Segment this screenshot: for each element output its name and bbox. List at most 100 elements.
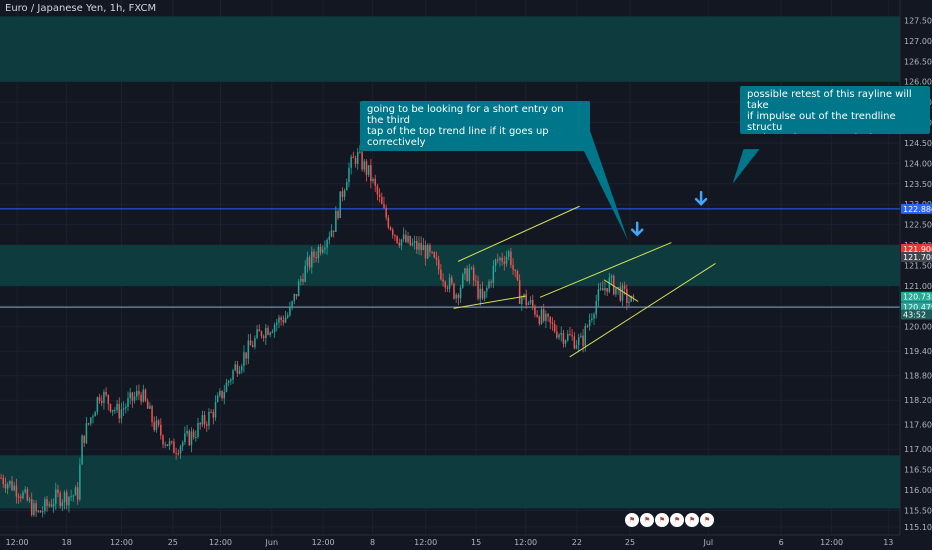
candle-body xyxy=(337,210,339,218)
candle-body xyxy=(490,281,492,283)
candle-body xyxy=(435,257,438,260)
candle-body xyxy=(9,480,11,484)
candle-body xyxy=(521,297,523,304)
candle-body xyxy=(604,288,606,291)
candle-body xyxy=(13,485,15,491)
price-tick-label: 119.400 xyxy=(904,347,932,356)
candle-body xyxy=(41,511,44,513)
candle-body xyxy=(302,278,304,282)
event-marker-5[interactable]: ⚑ xyxy=(685,513,699,527)
price-tag-label-6: 43:52 xyxy=(903,310,926,319)
price-tag-2 xyxy=(901,243,932,254)
candle-body xyxy=(630,295,632,302)
candle-body xyxy=(177,453,180,455)
candle-body xyxy=(28,499,31,501)
candle-body xyxy=(50,504,53,507)
candle-body xyxy=(83,435,86,443)
candle-body xyxy=(529,300,532,304)
candle-body xyxy=(575,345,578,349)
time-axis xyxy=(0,535,932,550)
symbol-title[interactable]: Euro / Japanese Yen, 1h, FXCM xyxy=(5,3,157,14)
candle-body xyxy=(376,185,379,195)
event-marker-1[interactable]: ⚑ xyxy=(625,513,639,527)
time-tick-label: 12:00 xyxy=(110,538,133,547)
annotation-callout-short-entry[interactable]: going to be looking for a short entry on… xyxy=(360,101,590,151)
price-tick-label: 117.600 xyxy=(904,421,932,430)
price-tick-label: 116.500 xyxy=(904,466,932,475)
candle-body xyxy=(418,242,420,250)
candle-body xyxy=(632,295,635,297)
candle-body xyxy=(157,420,160,425)
candle-body xyxy=(262,336,265,339)
candle-body xyxy=(398,242,401,246)
time-tick-label: 12:00 xyxy=(414,538,437,547)
down-arrow-2 xyxy=(694,190,708,206)
candle-body xyxy=(431,251,433,253)
candle-body xyxy=(304,265,306,282)
candle-body xyxy=(70,496,72,498)
candle-body xyxy=(15,485,18,497)
candle-body xyxy=(173,441,175,454)
candle-body xyxy=(332,230,335,233)
candle-body xyxy=(267,327,269,335)
candle-body xyxy=(538,316,541,324)
candle-body xyxy=(311,251,313,268)
candle-body xyxy=(374,178,376,186)
candle-body xyxy=(466,268,468,282)
candle-body xyxy=(181,442,184,447)
candle-body xyxy=(265,327,267,339)
candle-body xyxy=(547,313,549,317)
candle-body xyxy=(30,499,33,515)
candle-body xyxy=(514,269,517,271)
event-markers: ⚑ ⚑ ⚑ ⚑ ⚑ ⚑ xyxy=(625,513,714,527)
candle-body xyxy=(383,204,385,208)
candle-body xyxy=(501,257,503,262)
event-marker-4[interactable]: ⚑ xyxy=(670,513,684,527)
candle-body xyxy=(61,502,64,507)
candle-body xyxy=(440,269,442,280)
candle-body xyxy=(105,392,107,395)
candle-body xyxy=(138,390,140,395)
candle-body xyxy=(236,364,239,374)
annotation-callout-rayline-retest[interactable]: possible retest of this rayline will tak… xyxy=(740,86,930,134)
callout-pointer-2 xyxy=(732,149,760,184)
candle-body xyxy=(359,151,361,153)
candle-body xyxy=(619,286,622,301)
candle-body xyxy=(63,492,66,503)
candle-body xyxy=(230,379,232,382)
candle-body xyxy=(335,210,337,233)
candle-body xyxy=(483,291,486,299)
price-tag-4 xyxy=(901,291,932,302)
candle-body xyxy=(160,424,162,436)
trendline-4 xyxy=(569,262,716,358)
candle-body xyxy=(125,407,127,409)
candle-body xyxy=(289,306,291,316)
candle-body xyxy=(499,257,501,261)
candle-body xyxy=(584,325,587,346)
candle-body xyxy=(510,251,512,266)
candle-body xyxy=(2,478,5,485)
candle-body xyxy=(582,335,584,346)
price-tick-label: 115.100 xyxy=(904,523,932,532)
time-tick-label: Jun xyxy=(265,538,279,547)
candle-body xyxy=(494,259,497,266)
event-marker-6[interactable]: ⚑ xyxy=(700,513,714,527)
candle-body xyxy=(46,499,48,506)
candle-body xyxy=(199,423,201,425)
candle-body xyxy=(391,229,394,236)
candle-body xyxy=(545,313,547,321)
event-marker-2[interactable]: ⚑ xyxy=(640,513,654,527)
candle-body xyxy=(76,487,79,500)
price-tag-label-3: 121.708 xyxy=(903,253,932,262)
candle-body xyxy=(560,333,562,335)
candle-body xyxy=(453,283,455,299)
price-tag-3 xyxy=(901,251,932,262)
candle-body xyxy=(269,332,271,335)
candle-body xyxy=(341,191,344,197)
candle-body xyxy=(567,333,569,341)
candle-body xyxy=(276,322,278,325)
candle-body xyxy=(451,277,453,284)
event-marker-3[interactable]: ⚑ xyxy=(655,513,669,527)
